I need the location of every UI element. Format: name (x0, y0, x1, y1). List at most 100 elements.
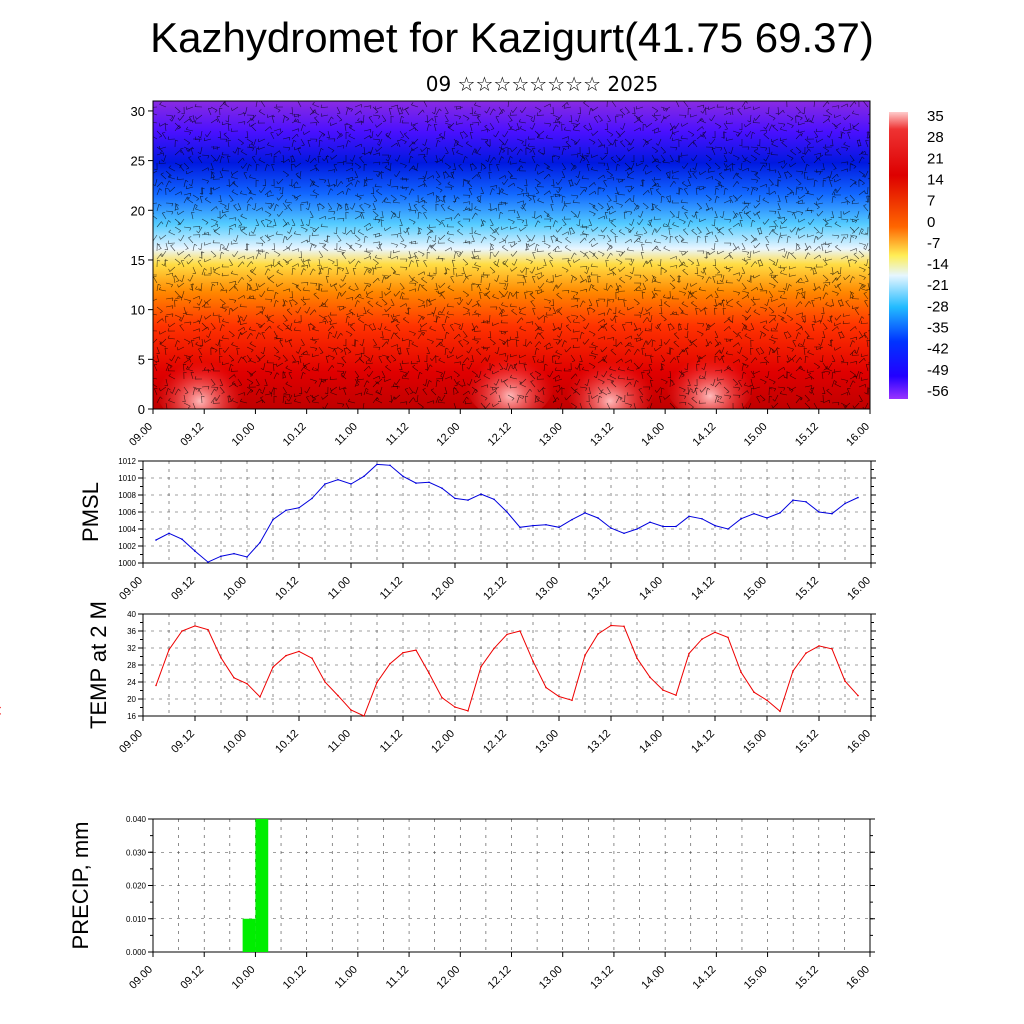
wind-barb-flag (241, 228, 244, 232)
wind-barb (685, 282, 689, 290)
wind-barb (705, 341, 711, 348)
wind-barb (669, 194, 671, 203)
wind-barb (624, 106, 630, 113)
wind-barb (744, 158, 752, 164)
wind-barb-flag (603, 299, 606, 303)
wind-barb-flag (165, 315, 169, 318)
wind-barb (692, 141, 698, 148)
wind-barb (165, 315, 167, 324)
wind-barb (246, 197, 252, 204)
wind-barb-flag (328, 267, 332, 270)
wind-barb-flag (222, 324, 225, 327)
wind-barb (318, 202, 325, 208)
hot-core (465, 340, 555, 409)
wind-barb (588, 108, 592, 116)
wind-barb (741, 266, 746, 274)
wind-barb (674, 237, 680, 244)
wind-barb-flag (725, 187, 728, 190)
wind-barb-flag (289, 296, 293, 299)
wind-barb-flag (203, 272, 206, 276)
wind-barb-flag (474, 230, 477, 234)
wind-barb (786, 284, 790, 292)
wind-barb-flag (329, 331, 333, 334)
wind-barb-flag (522, 220, 525, 224)
wind-barb (765, 236, 770, 244)
wind-barb (417, 212, 420, 220)
wind-barb-flag (294, 118, 297, 122)
wind-barb (537, 266, 545, 271)
wind-barb-flag (271, 184, 275, 187)
wind-barb-flag (520, 189, 524, 193)
wind-barb-flag (529, 270, 533, 274)
wind-barb (354, 180, 358, 188)
wind-barb (309, 322, 316, 328)
wind-barb (210, 322, 216, 329)
wind-barb (231, 191, 239, 196)
wind-barb (168, 231, 176, 236)
wind-barb (525, 178, 528, 186)
wind-barb (750, 286, 758, 292)
wind-barb (306, 306, 311, 314)
wind-barb-flag (169, 118, 173, 122)
wind-barb-flag (395, 324, 399, 326)
wind-barb (377, 130, 383, 137)
wind-barb-flag (314, 309, 317, 313)
wind-barb-flag (690, 220, 693, 223)
wind-barb-flag (627, 230, 631, 233)
wind-barb-flag (845, 300, 849, 302)
wind-barb-flag (500, 312, 504, 314)
wind-barb-flag (585, 266, 588, 270)
wind-barb-flag (365, 248, 368, 252)
wind-barb-flag (161, 263, 165, 267)
wind-barb (468, 298, 473, 306)
wind-barb-flag (469, 113, 473, 115)
wind-barb-flag (500, 211, 504, 214)
wind-barb (692, 154, 698, 162)
wind-barb (543, 173, 550, 180)
wind-barb (617, 194, 626, 196)
wind-barb-flag (240, 149, 244, 152)
wind-barb-flag (447, 181, 451, 184)
wind-barb (777, 216, 785, 220)
wind-barb-flag (315, 348, 318, 352)
wind-barb-flag (296, 181, 299, 185)
wind-barb-flag (375, 215, 379, 218)
wind-barb (573, 129, 581, 132)
wind-barb-flag (348, 351, 352, 354)
wind-barb (620, 154, 626, 161)
wind-barb (411, 343, 419, 348)
wind-barb (555, 194, 563, 197)
wind-barb (597, 138, 603, 145)
wind-barb-flag (447, 268, 450, 271)
wind-barb (312, 104, 320, 108)
wind-barb-flag (763, 164, 766, 168)
wind-barb-flag (775, 169, 777, 173)
wind-barb-flag (735, 133, 739, 137)
wind-barb-flag (825, 301, 828, 305)
wind-barb (489, 188, 493, 196)
wind-barb (325, 276, 329, 284)
wind-barb (655, 165, 662, 172)
wind-barb (300, 124, 304, 132)
wind-barb (710, 138, 716, 145)
wind-barb (438, 290, 446, 295)
wind-barb (638, 218, 644, 225)
wind-barb-flag (581, 224, 584, 228)
wind-barb (339, 306, 347, 311)
wind-barb (551, 156, 554, 164)
wind-barb-flag (422, 175, 426, 179)
wind-barb-flag (654, 228, 658, 231)
wind-barb (510, 128, 518, 132)
wind-barb-flag (772, 276, 776, 279)
wind-barb (723, 326, 730, 332)
wind-barb-flag (288, 184, 292, 187)
wind-barb-flag (230, 128, 233, 132)
wind-barb (502, 246, 509, 252)
wind-barb (474, 113, 482, 116)
wind-barb-flag (586, 152, 590, 155)
wind-barb (534, 332, 539, 340)
wind-barb (795, 228, 799, 236)
wind-barb (642, 140, 648, 148)
wind-barb (669, 256, 677, 260)
wind-barb (259, 322, 266, 328)
